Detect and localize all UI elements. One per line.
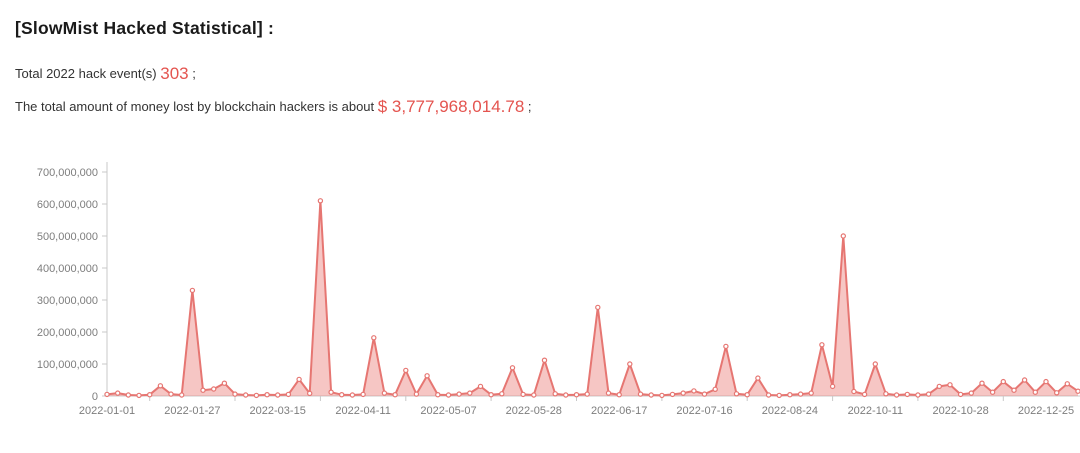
svg-text:2022-01-27: 2022-01-27 — [164, 405, 220, 417]
hack-events-count: 303 — [160, 64, 189, 83]
svg-text:2022-06-17: 2022-06-17 — [591, 405, 647, 417]
svg-text:600,000,000: 600,000,000 — [37, 199, 98, 211]
total-loss-text: The total amount of money lost by blockc… — [15, 99, 378, 114]
total-loss-suffix: ; — [524, 99, 532, 114]
page-title: [SlowMist Hacked Statistical] : — [15, 18, 275, 38]
svg-text:2022-04-11: 2022-04-11 — [335, 405, 390, 417]
svg-text:2022-03-15: 2022-03-15 — [250, 405, 306, 417]
svg-text:100,000,000: 100,000,000 — [37, 359, 98, 371]
svg-text:2022-08-24: 2022-08-24 — [762, 405, 818, 417]
total-loss-amount: $ 3,777,968,014.78 — [377, 97, 525, 116]
svg-text:2022-05-07: 2022-05-07 — [420, 405, 476, 417]
hack-events-line: Total 2022 hack event(s) 303 ; — [15, 64, 1080, 84]
svg-text:2022-10-11: 2022-10-11 — [848, 405, 903, 417]
svg-text:500,000,000: 500,000,000 — [37, 231, 98, 243]
svg-text:0: 0 — [92, 391, 98, 403]
svg-text:2022-12-25: 2022-12-25 — [1018, 405, 1074, 417]
hack-events-text: Total 2022 hack event(s) — [15, 66, 161, 81]
svg-text:2022-05-28: 2022-05-28 — [506, 405, 562, 417]
total-loss-line: The total amount of money lost by blockc… — [15, 97, 1080, 117]
svg-text:2022-07-16: 2022-07-16 — [676, 405, 732, 417]
svg-text:700,000,000: 700,000,000 — [37, 167, 98, 179]
svg-text:200,000,000: 200,000,000 — [37, 327, 98, 339]
hack-events-suffix: ; — [188, 66, 196, 81]
svg-text:400,000,000: 400,000,000 — [37, 263, 98, 275]
svg-text:2022-10-28: 2022-10-28 — [932, 405, 988, 417]
hacked-amount-chart[interactable]: 0 100,000,000 200,000,000 300,000,000 400,00… — [0, 150, 1080, 450]
svg-text:300,000,000: 300,000,000 — [37, 295, 98, 307]
svg-text:2022-01-01: 2022-01-01 — [79, 405, 135, 417]
line-chart-canvas[interactable]: 0 100,000,000 200,000,000 300,000,000 400,00… — [0, 150, 1080, 450]
